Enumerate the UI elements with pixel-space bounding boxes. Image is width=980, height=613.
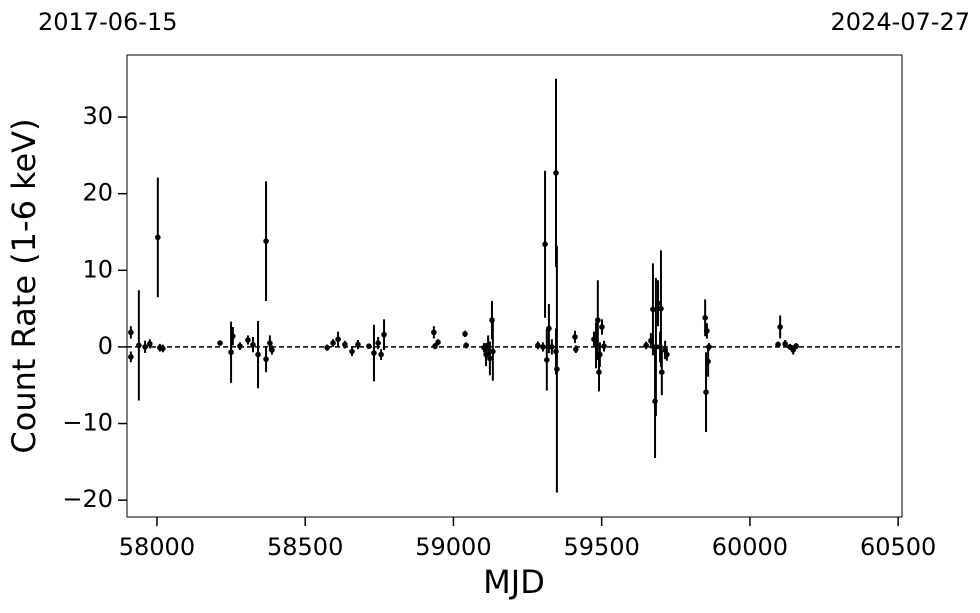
data-point [702, 314, 708, 321]
data-point [782, 341, 788, 347]
data-point [540, 344, 546, 350]
data-point [490, 348, 496, 355]
data-point [655, 300, 661, 307]
data-point [653, 344, 659, 350]
data-point [777, 324, 783, 330]
data-point [330, 340, 336, 346]
data-point [462, 331, 468, 337]
data-point [775, 341, 781, 348]
data-point [572, 334, 578, 340]
x-tick-label: 60000 [712, 533, 788, 561]
data-point [535, 342, 541, 349]
data-point [160, 345, 166, 352]
data-point [463, 342, 469, 349]
data-point [549, 344, 555, 350]
data-point [269, 347, 275, 353]
data-point [142, 344, 148, 350]
data-point [263, 238, 269, 244]
data-point [435, 339, 441, 346]
data-point [237, 343, 243, 349]
data-point [155, 234, 161, 241]
data-point [704, 328, 710, 334]
data-point [432, 343, 438, 349]
y-tick-label: −10 [62, 409, 113, 437]
data-point [705, 358, 711, 365]
y-tick-label: 20 [82, 179, 113, 207]
data-point [371, 350, 377, 356]
data-point [542, 241, 548, 248]
x-tick-label: 59500 [563, 533, 639, 561]
x-tick-label: 58000 [119, 533, 195, 561]
data-point [267, 340, 273, 346]
data-point [703, 389, 709, 395]
data-point [263, 356, 269, 362]
data-point [375, 340, 381, 346]
top-left-label: 2017-06-15 [38, 8, 177, 36]
data-point [650, 306, 656, 313]
data-point [597, 351, 603, 358]
data-point [546, 325, 552, 332]
data-point [553, 170, 559, 176]
data-point [230, 333, 236, 339]
data-point [245, 337, 251, 343]
x-tick-label: 59000 [415, 533, 491, 561]
data-point [601, 343, 607, 349]
data-point [228, 349, 234, 356]
x-tick-label: 58500 [267, 533, 343, 561]
x-tick-label: 60500 [860, 533, 936, 561]
data-point [658, 305, 664, 312]
data-point [431, 329, 437, 336]
data-point [706, 344, 712, 350]
data-point [355, 341, 361, 348]
data-point [595, 317, 601, 323]
data-point [147, 341, 153, 347]
y-tick-label: −20 [62, 485, 113, 513]
data-point [128, 354, 134, 360]
y-axis-label: Count Rate (1-6 keV) [5, 118, 43, 453]
data-point [217, 340, 223, 346]
data-point [643, 342, 649, 349]
plot-frame [126, 54, 903, 518]
data-point [487, 355, 493, 362]
data-point [378, 351, 384, 358]
data-point [790, 347, 796, 353]
data-point [596, 369, 602, 375]
data-point [335, 336, 341, 343]
data-point [554, 366, 560, 372]
data-point [366, 343, 372, 349]
y-tick-label: 30 [82, 102, 113, 130]
top-right-label: 2024-07-27 [831, 8, 970, 36]
data-point [664, 351, 670, 358]
data-point [573, 346, 579, 353]
data-point [255, 351, 261, 358]
data-point [489, 317, 495, 323]
data-point [599, 324, 605, 330]
data-point [349, 348, 355, 355]
data-point [381, 331, 387, 338]
x-axis-label: MJD [483, 563, 545, 601]
data-point [793, 343, 799, 349]
y-tick-label: 10 [82, 255, 113, 283]
data-point [128, 329, 134, 336]
data-point [342, 341, 348, 348]
data-point [250, 341, 256, 348]
data-point [324, 344, 330, 351]
data-point [659, 369, 665, 375]
data-point [136, 342, 142, 349]
data-point [544, 357, 550, 363]
y-tick-label: 0 [98, 332, 113, 360]
